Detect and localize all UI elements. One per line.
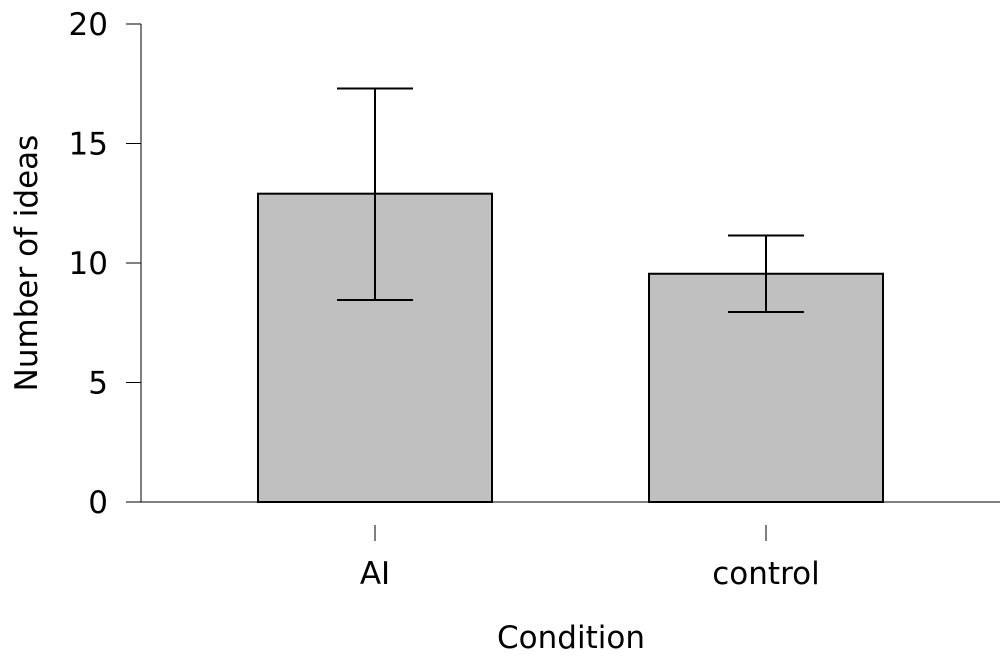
y-axis: 0 5 10 15 20 bbox=[69, 7, 142, 521]
x-axis: AI control bbox=[141, 501, 1000, 592]
y-tick-label: 15 bbox=[69, 127, 108, 163]
x-tick-label: control bbox=[712, 556, 819, 592]
y-tick-label: 10 bbox=[69, 246, 108, 282]
bars bbox=[257, 192, 884, 503]
x-tick-label: AI bbox=[360, 556, 390, 592]
y-tick-label: 5 bbox=[88, 366, 108, 402]
y-tick-label: 0 bbox=[88, 485, 108, 521]
x-axis-title: Condition bbox=[497, 620, 645, 656]
y-axis-title: Number of ideas bbox=[9, 135, 45, 392]
error-bars bbox=[337, 87, 804, 313]
y-tick-label: 20 bbox=[69, 7, 108, 43]
